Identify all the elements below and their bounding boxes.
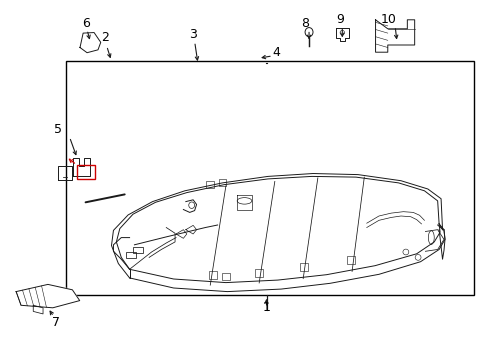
Bar (346, 256, 354, 264)
Bar (206, 181, 214, 188)
Bar (300, 263, 307, 271)
Bar (77, 165, 95, 179)
Bar (255, 269, 263, 277)
Text: 10: 10 (380, 13, 396, 26)
Polygon shape (375, 20, 414, 52)
Bar (133, 247, 142, 253)
Ellipse shape (305, 28, 312, 37)
Text: 3: 3 (189, 28, 197, 41)
Bar (126, 252, 136, 258)
Bar (222, 273, 229, 280)
Bar (208, 271, 216, 279)
Text: 2: 2 (101, 31, 109, 44)
Text: 9: 9 (335, 13, 343, 26)
Text: 8: 8 (301, 17, 309, 30)
Text: 1: 1 (262, 301, 270, 314)
Text: 7: 7 (52, 316, 60, 329)
Text: 6: 6 (81, 17, 89, 30)
Polygon shape (80, 32, 101, 53)
Text: 4: 4 (272, 46, 280, 59)
Text: 5: 5 (54, 123, 61, 136)
Bar (218, 179, 226, 186)
Polygon shape (335, 28, 348, 41)
Bar (66, 61, 473, 295)
Polygon shape (16, 284, 80, 308)
